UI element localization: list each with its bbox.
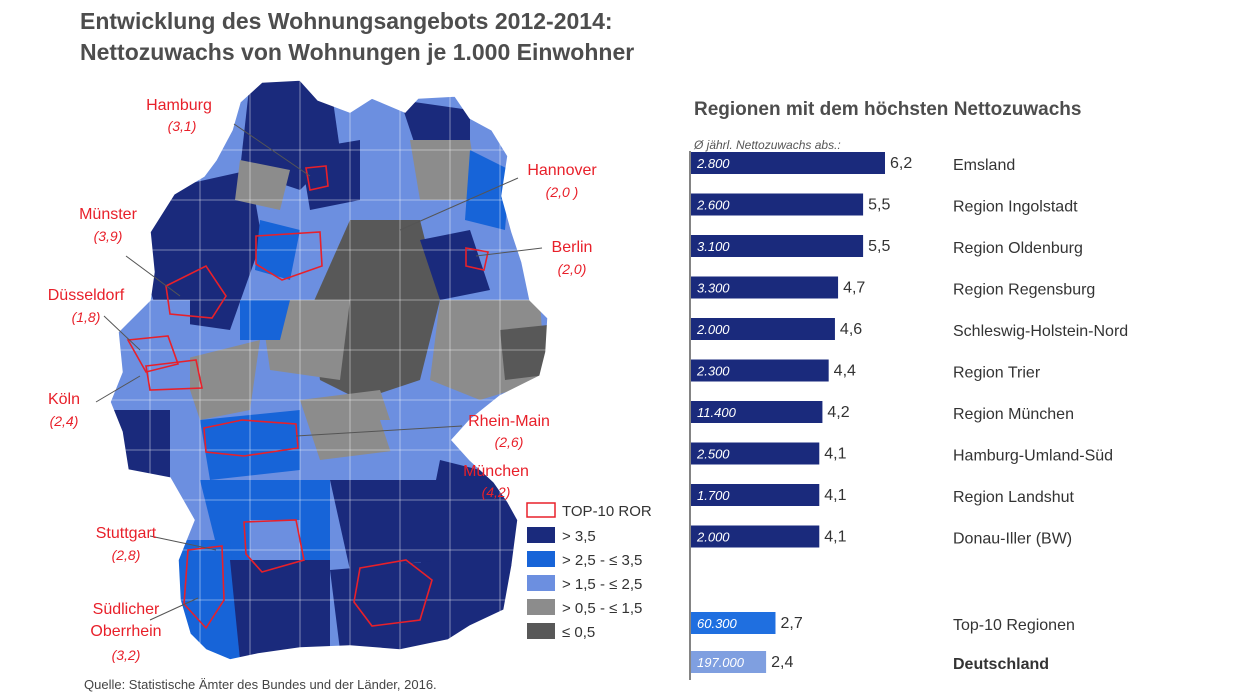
- bar-value-label-5: 4,4: [834, 363, 856, 380]
- bar-11: [691, 651, 767, 673]
- map-legend: TOP-10 ROR > 3,5 > 2,5 - ≤ 3,5 > 1,5 - ≤…: [526, 502, 652, 641]
- legend-swatch-3: [527, 575, 555, 591]
- top10-outlines: [126, 165, 489, 630]
- chart-title: Regionen mit dem höchsten Nettozuwachs: [694, 99, 1081, 120]
- bar-abs-label-0: 2.800: [696, 156, 730, 171]
- bar-6: [691, 401, 823, 423]
- bar-value-label-2: 5,5: [868, 238, 890, 255]
- category-label-8: Region Landshut: [953, 489, 1075, 506]
- legend-label-4: > 0,5 - ≤ 1,5: [562, 600, 642, 617]
- map-label-hannover: Hannover: [527, 162, 597, 179]
- map-label-hamburg: Hamburg: [146, 97, 212, 114]
- bar-10: [691, 612, 776, 634]
- bar-value-label-8: 4,1: [824, 487, 846, 504]
- map-label-berlin: Berlin: [552, 239, 593, 256]
- map-value-koeln: (2,4): [50, 413, 79, 429]
- bar-value-label-1: 5,5: [868, 197, 890, 214]
- category-label-7: Hamburg-Umland-Süd: [953, 448, 1113, 465]
- bar-abs-label-7: 2.500: [696, 447, 730, 462]
- bar-value-label-9: 4,1: [824, 529, 846, 546]
- bar-abs-label-2: 3.100: [697, 239, 730, 254]
- bar-abs-label-9: 2.000: [696, 530, 730, 545]
- map-label-rhein-main: Rhein-Main: [468, 413, 550, 430]
- map-label-koeln: Köln: [48, 391, 80, 408]
- map-label-stuttgart: Stuttgart: [96, 525, 157, 542]
- bar-value-label-0: 6,2: [890, 155, 912, 172]
- map-value-rhein-main: (2,6): [495, 434, 524, 450]
- bar-abs-label-8: 1.700: [697, 488, 730, 503]
- bar-4: [691, 318, 835, 340]
- title-line-2: Nettozuwachs von Wohnungen je 1.000 Einw…: [80, 39, 635, 65]
- category-label-2: Region Oldenburg: [953, 240, 1083, 257]
- map-label-muenchen: München: [463, 463, 529, 480]
- legend-label-top10: TOP-10 ROR: [562, 503, 652, 520]
- legend-label-5: ≤ 0,5: [562, 624, 595, 641]
- bar-9: [691, 525, 820, 548]
- map-label-suedlicher-oberrhein-2: Oberrhein: [90, 623, 161, 640]
- legend-label-2: > 2,5 - ≤ 3,5: [562, 552, 642, 569]
- chart-subtitle: Ø jährl. Nettozuwachs abs.:: [693, 138, 841, 152]
- map-label-muenster: Münster: [79, 206, 137, 223]
- map-value-suedlicher-oberrhein: (3,2): [112, 647, 141, 663]
- category-label-9: Donau-Iller (BW): [953, 531, 1072, 548]
- bar-value-label-11: 2,4: [771, 654, 793, 671]
- category-label-11: Deutschland: [953, 656, 1049, 673]
- map-value-muenster: (3,9): [94, 228, 123, 244]
- bar-value-label-4: 4,6: [840, 321, 862, 338]
- category-label-0: Emsland: [953, 157, 1015, 174]
- bar-0: [691, 152, 885, 174]
- map-value-berlin: (2,0): [558, 261, 587, 277]
- bar-abs-label-3: 3.300: [697, 281, 730, 296]
- source-note: Quelle: Statistische Ämter des Bundes un…: [84, 677, 437, 692]
- category-label-3: Region Regensburg: [953, 282, 1095, 299]
- bar-abs-label-1: 2.600: [696, 198, 730, 213]
- legend-label-3: > 1,5 - ≤ 2,5: [562, 576, 642, 593]
- category-label-4: Schleswig-Holstein-Nord: [953, 323, 1128, 340]
- category-label-5: Region Trier: [953, 365, 1041, 382]
- map-value-duesseldorf: (1,8): [72, 309, 101, 325]
- bar-value-label-10: 2,7: [780, 615, 802, 632]
- legend-swatch-5: [527, 623, 555, 639]
- bar-abs-label-11: 197.000: [697, 655, 745, 670]
- legend-swatch-top10: [526, 502, 556, 518]
- legend-swatch-4: [527, 599, 555, 615]
- map-label-suedlicher-oberrhein-1: Südlicher: [93, 601, 160, 618]
- bar-1: [691, 193, 864, 216]
- map-value-stuttgart: (2,8): [112, 547, 141, 563]
- bar-2: [691, 235, 864, 257]
- bar-value-label-6: 4,2: [827, 404, 849, 421]
- category-label-6: Region München: [953, 406, 1074, 423]
- map-value-hannover: (2,0 ): [546, 184, 579, 200]
- legend-swatch-1: [527, 527, 555, 543]
- bars-group: 2.800 6,2 Emsland 2.600 5,5 Region Ingolstadt…: [691, 152, 1128, 673]
- bar-value-label-7: 4,1: [824, 446, 846, 463]
- bar-chart: Regionen mit dem höchsten Nettozuwachs Ø…: [689, 99, 1128, 680]
- bar-value-label-3: 4,7: [843, 280, 865, 297]
- bar-abs-label-10: 60.300: [697, 616, 738, 631]
- map-label-duesseldorf: Düsseldorf: [48, 287, 125, 304]
- bar-5: [691, 359, 829, 382]
- category-label-10: Top-10 Regionen: [953, 617, 1075, 634]
- bar-3: [691, 276, 839, 299]
- bar-7: [691, 442, 820, 465]
- map-value-hamburg: (3,1): [168, 118, 197, 134]
- legend-label-1: > 3,5: [562, 528, 596, 545]
- bar-8: [691, 484, 820, 506]
- legend-swatch-2: [527, 551, 555, 567]
- map-value-muenchen: (4,2): [482, 484, 511, 500]
- bar-abs-label-6: 11.400: [697, 405, 737, 420]
- category-label-1: Region Ingolstadt: [953, 199, 1078, 216]
- bar-abs-label-5: 2.300: [696, 364, 730, 379]
- bar-abs-label-4: 2.000: [696, 322, 730, 337]
- title-line-1: Entwicklung des Wohnungsangebots 2012-20…: [80, 8, 613, 34]
- page-title: Entwicklung des Wohnungsangebots 2012-20…: [80, 6, 634, 68]
- germany-map: Hamburg (3,1) Hannover (2,0 ) Münster (3…: [48, 79, 652, 663]
